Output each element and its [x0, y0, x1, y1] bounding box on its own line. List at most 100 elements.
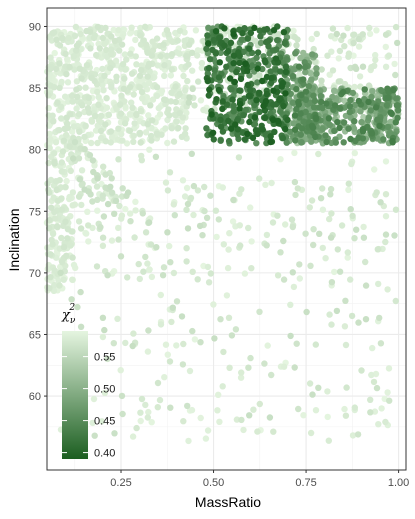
- data-point: [317, 92, 324, 100]
- data-point: [313, 70, 320, 77]
- data-point: [225, 246, 232, 253]
- data-point: [318, 98, 325, 106]
- data-point: [121, 75, 128, 82]
- data-point: [207, 270, 214, 277]
- data-point: [206, 86, 213, 93]
- data-point: [244, 81, 252, 89]
- data-point: [263, 231, 271, 239]
- data-point: [291, 178, 299, 186]
- data-point: [260, 102, 267, 110]
- data-point: [360, 113, 367, 121]
- data-point: [72, 23, 80, 31]
- data-point: [367, 396, 374, 403]
- data-point: [225, 117, 232, 125]
- data-point: [131, 234, 138, 241]
- data-point: [118, 41, 126, 48]
- data-point: [184, 225, 192, 232]
- data-point: [236, 105, 243, 112]
- data-point: [110, 340, 118, 347]
- data-point: [51, 215, 59, 222]
- data-point: [182, 87, 189, 94]
- data-point: [323, 100, 330, 107]
- panel-border: [46, 7, 407, 471]
- data-point: [351, 235, 358, 242]
- data-point: [270, 27, 278, 34]
- data-point: [261, 360, 268, 367]
- data-point: [380, 136, 387, 143]
- data-point: [55, 146, 62, 153]
- data-point: [230, 52, 238, 59]
- data-point: [183, 184, 191, 192]
- data-point: [293, 106, 300, 113]
- data-point: [146, 266, 153, 273]
- data-point: [189, 67, 196, 74]
- data-point: [168, 125, 175, 132]
- data-point: [166, 112, 173, 119]
- data-point: [144, 73, 151, 80]
- data-point: [120, 26, 127, 33]
- data-point: [144, 260, 151, 267]
- data-point: [356, 73, 364, 80]
- data-point: [64, 124, 72, 131]
- data-point: [85, 99, 93, 106]
- data-point: [138, 395, 146, 403]
- data-point: [102, 121, 109, 128]
- data-point: [368, 63, 375, 71]
- data-point: [372, 104, 380, 111]
- data-point: [290, 283, 298, 291]
- data-point: [52, 139, 60, 146]
- data-point: [305, 83, 313, 90]
- data-point: [221, 42, 228, 49]
- data-point: [138, 66, 145, 74]
- data-point: [232, 326, 240, 333]
- legend-ticks: 0.40 0.45 0.50 0.55: [62, 352, 115, 460]
- data-point: [186, 367, 194, 375]
- data-point: [95, 117, 103, 124]
- data-point: [194, 187, 202, 194]
- data-point: [93, 51, 100, 59]
- data-point: [170, 138, 178, 145]
- data-point: [144, 414, 151, 421]
- data-point: [282, 63, 290, 70]
- data-point: [382, 213, 390, 220]
- data-point: [296, 275, 303, 282]
- data-point: [145, 327, 152, 334]
- data-point: [47, 54, 54, 61]
- data-point: [66, 143, 73, 150]
- data-point: [291, 112, 299, 119]
- data-point: [137, 139, 144, 146]
- data-point: [94, 139, 101, 147]
- data-point: [327, 185, 335, 193]
- data-point: [115, 156, 122, 163]
- data-point: [254, 49, 262, 56]
- data-point: [111, 210, 118, 217]
- data-point: [71, 32, 79, 40]
- data-point: [203, 125, 210, 132]
- data-point: [136, 275, 143, 283]
- data-point: [172, 98, 179, 106]
- data-point: [212, 28, 220, 35]
- data-point: [128, 70, 136, 77]
- data-point: [76, 176, 84, 183]
- data-point: [346, 103, 354, 110]
- data-point: [108, 33, 115, 40]
- data-point: [307, 262, 314, 269]
- data-point: [362, 316, 370, 323]
- data-point: [384, 94, 392, 101]
- data-point: [152, 153, 160, 160]
- data-point: [62, 131, 70, 139]
- data-point: [355, 97, 362, 105]
- data-point: [197, 414, 204, 422]
- data-point: [250, 121, 258, 128]
- y-axis-ticks: 60 65 70 75 80 85 90: [29, 21, 47, 403]
- data-point: [358, 367, 365, 374]
- data-point: [208, 111, 215, 118]
- data-point: [262, 181, 269, 188]
- data-point: [88, 139, 95, 147]
- data-point: [351, 118, 358, 125]
- data-point: [369, 344, 376, 352]
- data-point: [329, 67, 337, 74]
- data-point: [280, 363, 288, 370]
- data-point: [180, 418, 187, 425]
- data-point: [69, 202, 76, 209]
